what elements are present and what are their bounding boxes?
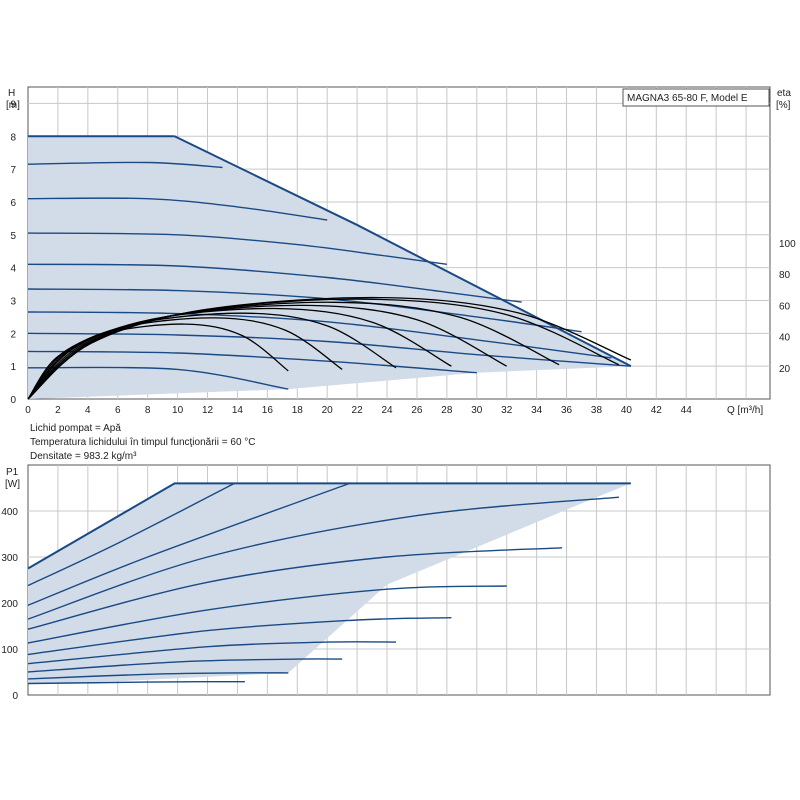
power-curve-3 [27, 482, 350, 606]
head-curve-3 [27, 197, 328, 221]
x-tick-label: 44 [681, 405, 693, 416]
head-curve-10 [27, 366, 289, 390]
head-curve-5 [27, 263, 522, 303]
eta-curve-1 [27, 323, 289, 400]
power-curve-7 [27, 617, 452, 656]
y2-tick-label: 20 [779, 364, 791, 375]
x-tick-label: 4 [85, 405, 91, 416]
head-curve-7 [27, 311, 612, 359]
head-operating-area [28, 136, 631, 399]
eta-curve-3 [27, 312, 397, 400]
y2-axis-label-eta: eta [777, 88, 791, 99]
power-curve-11 [27, 680, 245, 685]
x-tick-label: 14 [232, 405, 244, 416]
chart-title: MAGNA3 65-80 F, Model E [627, 93, 748, 104]
head-curve-2 [27, 161, 223, 169]
title-box [622, 88, 770, 107]
power-curve-4 [27, 496, 619, 620]
y-tick-label: 5 [10, 231, 16, 242]
x-tick-label: 26 [411, 405, 423, 416]
y-tick-label: 6 [10, 198, 16, 209]
power-chart-ticks: 0 100 200 300 400 [1, 507, 18, 702]
y-tick-label: 7 [10, 165, 16, 176]
power-curve-2 [27, 482, 235, 587]
eta-curve-5 [27, 304, 507, 400]
power-curves [27, 482, 631, 685]
x-tick-label: 24 [381, 405, 393, 416]
y-axis-unit-h: [m] [6, 100, 20, 111]
x-axis-label-q: Q [m³/h] [727, 405, 763, 416]
power-curve-8 [27, 641, 397, 665]
head-curve-4 [27, 232, 447, 265]
x-tick-label: 34 [531, 405, 543, 416]
x-tick-label: 28 [441, 405, 453, 416]
x-tick-label: 36 [561, 405, 573, 416]
y-tick-label: 0 [10, 395, 16, 406]
power-y-tick-label: 200 [1, 599, 18, 610]
x-tick-label: 12 [202, 405, 214, 416]
x-tick-label: 18 [292, 405, 304, 416]
y-tick-label: 8 [10, 132, 16, 143]
power-curve-10 [27, 672, 289, 680]
y-axis-unit-p1: [W] [5, 479, 20, 490]
y-tick-label: 2 [10, 329, 16, 340]
eta-curve-6 [27, 301, 560, 400]
power-y-tick-label: 300 [1, 553, 18, 564]
efficiency-curves [27, 296, 632, 400]
fluid-info-line: Lichid pompat = Apă [30, 423, 121, 434]
x-tick-label: 8 [145, 405, 151, 416]
head-chart-ticks: 0 2 4 6 8 10 12 14 16 18 20 22 24 26 28 30 32 34 36 38 40 42 4… [10, 99, 796, 416]
power-curve-5 [27, 547, 563, 630]
x-tick-label: 2 [55, 405, 61, 416]
power-curve-9 [27, 658, 343, 673]
head-curve-9 [27, 350, 477, 374]
eta-curve-2 [27, 317, 343, 400]
y2-tick-label: 80 [779, 270, 791, 281]
fluid-info-line: Densitate = 983.2 kg/m³ [30, 451, 137, 462]
x-tick-label: 30 [471, 405, 483, 416]
power-y-tick-label: 400 [1, 507, 18, 518]
x-tick-label: 6 [115, 405, 121, 416]
y-tick-label: 1 [10, 362, 16, 373]
eta-curve-4 [27, 307, 452, 400]
y-tick-label: 9 [10, 99, 16, 110]
x-tick-label: 22 [352, 405, 364, 416]
power-curve-6 [27, 585, 507, 644]
y-axis-label-p1: P1 [6, 467, 19, 478]
power-y-tick-label: 0 [12, 691, 18, 702]
y2-tick-label: 40 [779, 333, 791, 344]
x-tick-label: 32 [501, 405, 513, 416]
y2-tick-label: 100 [779, 239, 796, 250]
y2-tick-label: 60 [779, 301, 791, 312]
fluid-info-line: Temperatura lichidului în timpul funcţio… [30, 437, 256, 448]
power-y-tick-label: 100 [1, 645, 18, 656]
x-tick-label: 0 [25, 405, 31, 416]
x-tick-label: 40 [621, 405, 633, 416]
x-tick-label: 42 [651, 405, 663, 416]
x-tick-label: 20 [322, 405, 334, 416]
x-tick-label: 38 [591, 405, 603, 416]
y2-axis-unit-eta: [%] [776, 100, 791, 111]
power-curve-1 [27, 482, 631, 570]
head-curve-8 [27, 332, 631, 367]
x-tick-label: 10 [172, 405, 184, 416]
eta-curve-8 [27, 296, 632, 400]
y-tick-label: 4 [10, 264, 16, 275]
operating-area-fill [28, 136, 631, 399]
y-tick-label: 3 [10, 296, 16, 307]
y-axis-label-h: H [8, 88, 15, 99]
x-tick-label: 16 [262, 405, 274, 416]
